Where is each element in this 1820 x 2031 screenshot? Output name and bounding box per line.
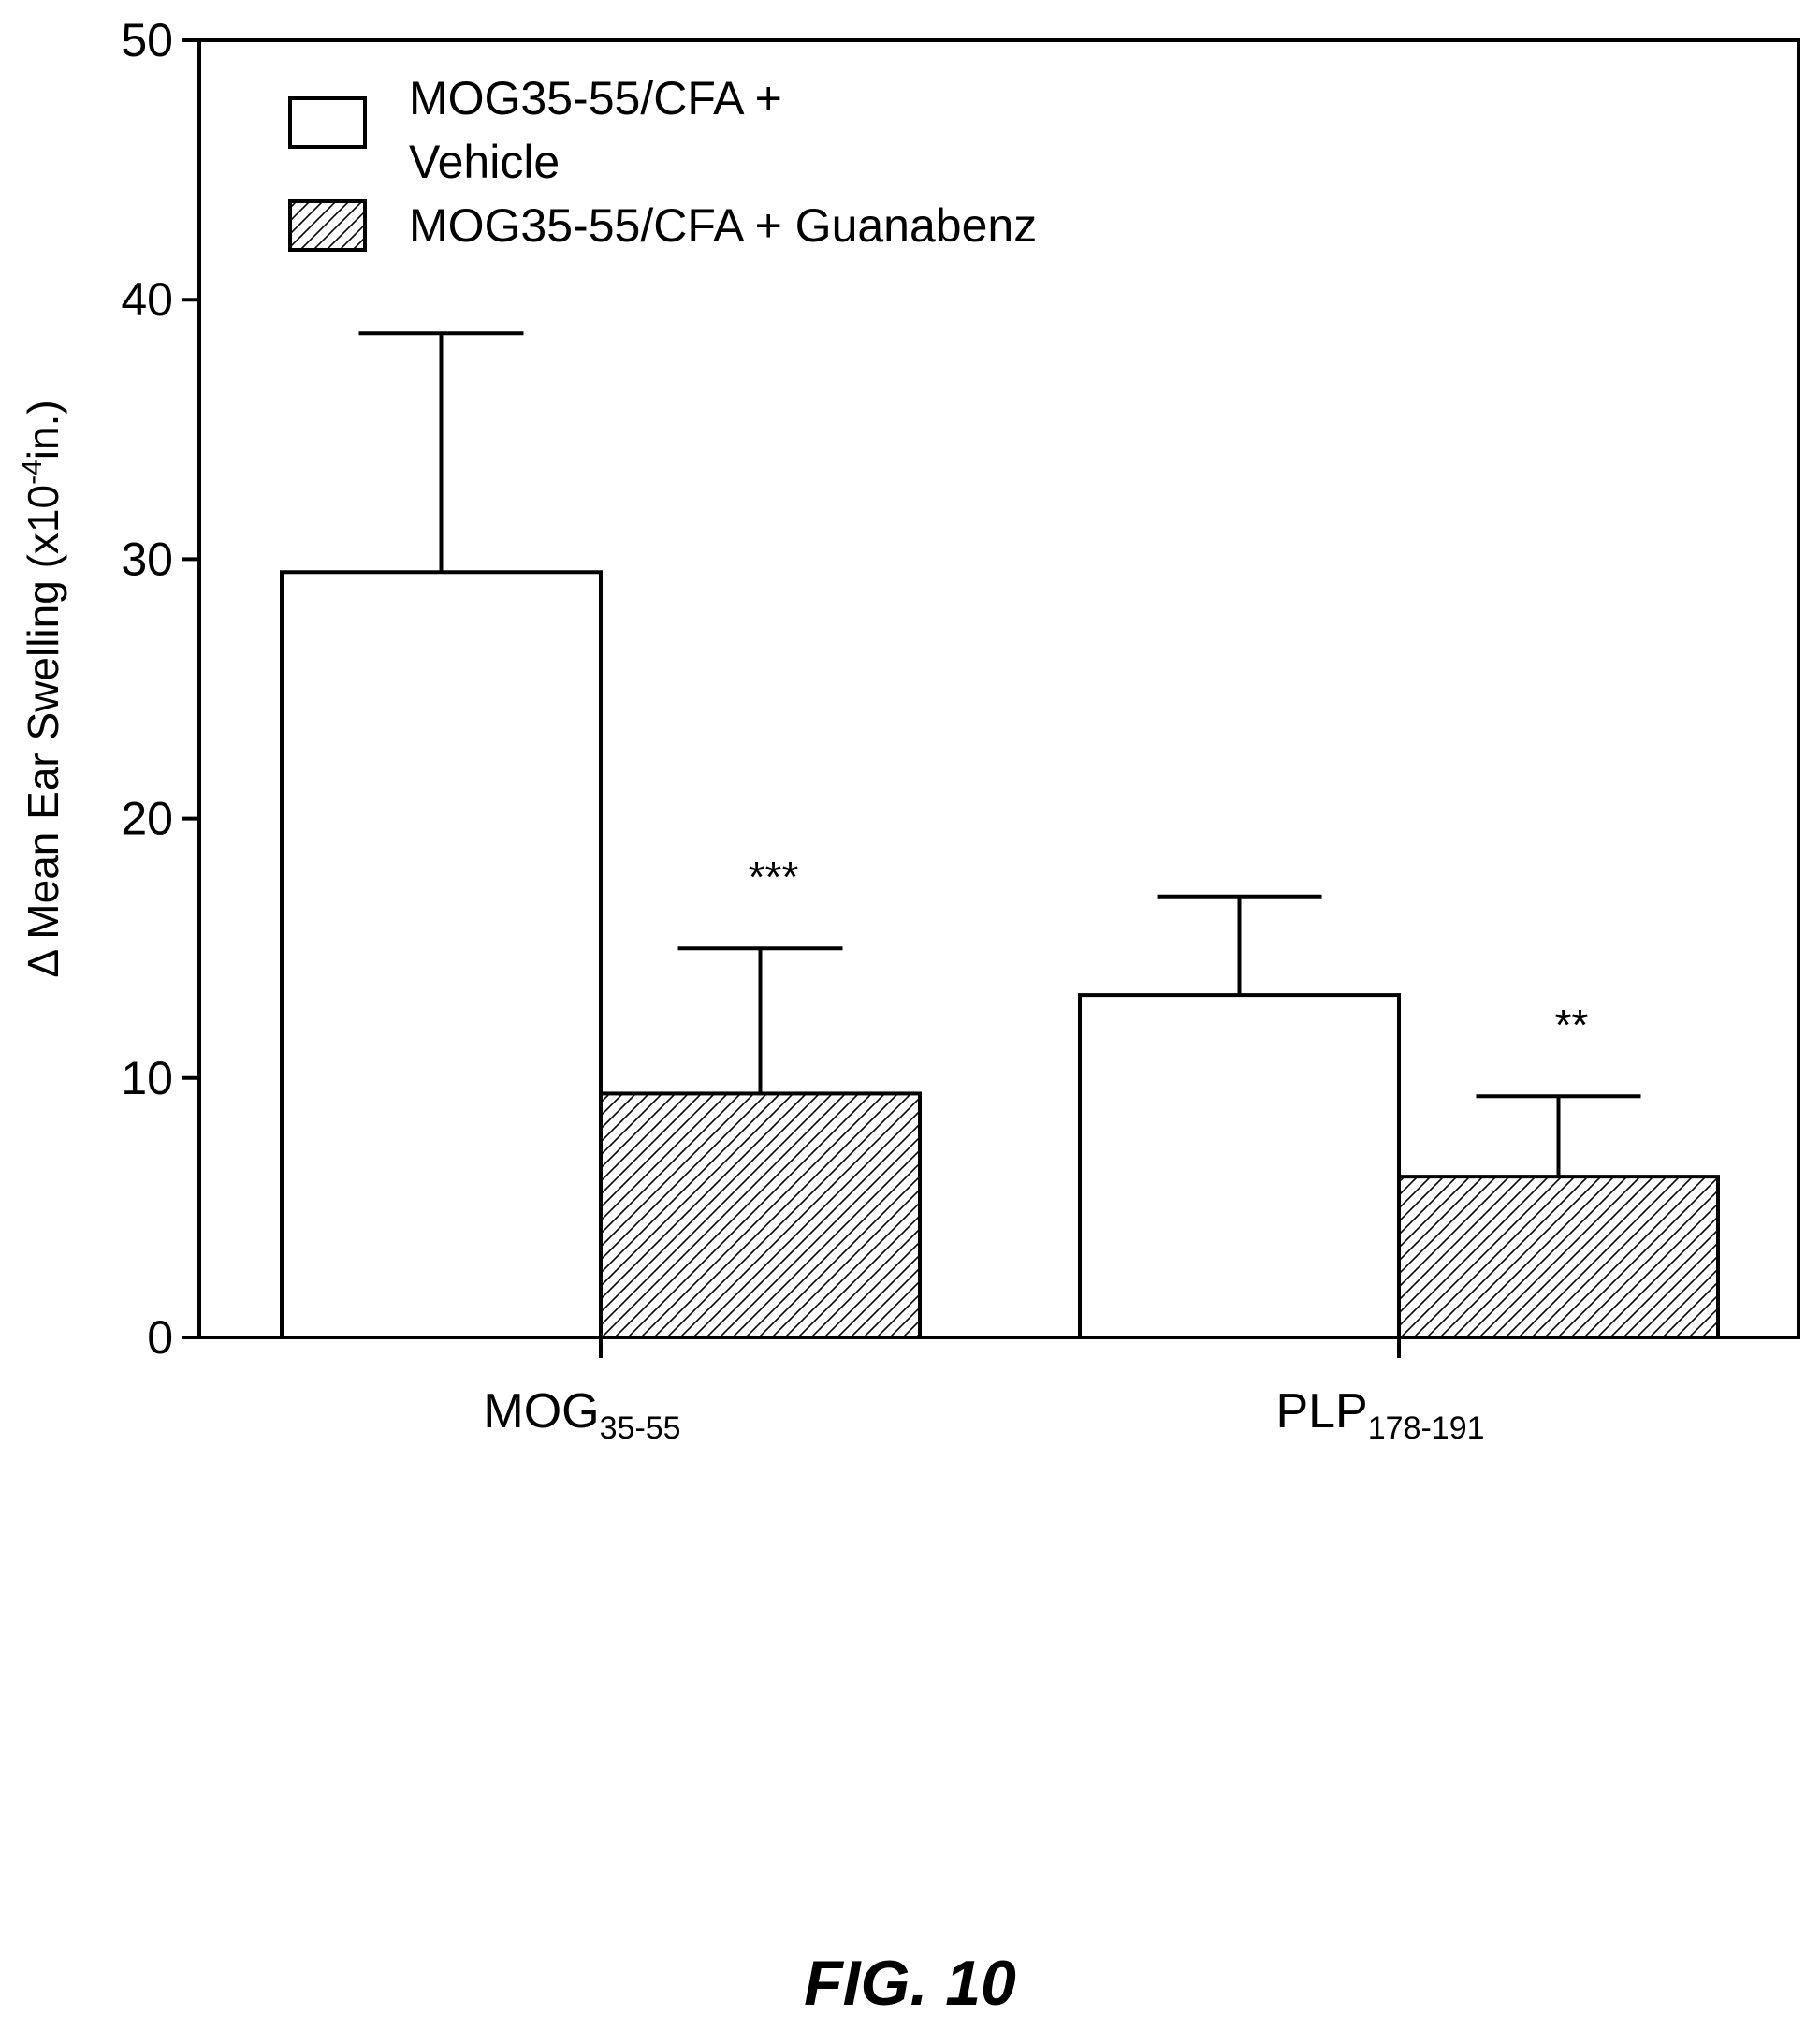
bars-layer xyxy=(280,570,1720,1339)
legend-swatch xyxy=(288,96,367,149)
error-bars-layer xyxy=(358,331,1641,1177)
legend-swatch xyxy=(288,199,367,252)
legend: MOG35-55/CFA + Vehicle MOG35-55/CFA + Guan… xyxy=(288,72,1037,252)
y-axis: 0 10 20 30 40 50 xyxy=(121,14,199,1364)
legend-label: MOG35-55/CFA + Guanabenz xyxy=(409,199,1037,252)
significance-label: *** xyxy=(749,853,799,901)
y-tick-label: 50 xyxy=(121,14,173,66)
y-tick-label: 0 xyxy=(147,1311,173,1364)
plot-frame xyxy=(197,38,1800,1339)
legend-label: MOG35-55/CFA + Vehicle xyxy=(409,72,782,188)
bar xyxy=(280,570,603,1339)
x-tick-label: PLP178-191 xyxy=(1275,1384,1484,1446)
y-tick-label: 30 xyxy=(121,533,173,585)
significance-label: ** xyxy=(1555,1001,1589,1049)
bar xyxy=(1397,1175,1720,1339)
y-axis-label: Δ Mean Ear Swelling (x10-4in.) xyxy=(17,400,67,977)
y-tick-label: 20 xyxy=(121,793,173,845)
bar xyxy=(1078,993,1401,1339)
bar xyxy=(599,1091,922,1339)
significance-annotations: ***** xyxy=(749,853,1589,1049)
y-tick-label: 40 xyxy=(121,273,173,326)
y-tick-label: 10 xyxy=(121,1052,173,1104)
x-axis: MOG35-55 PLP178-191 xyxy=(483,1337,1485,1446)
x-tick-label: MOG35-55 xyxy=(483,1384,680,1446)
figure-label: FIG. 10 xyxy=(804,1948,1016,2019)
